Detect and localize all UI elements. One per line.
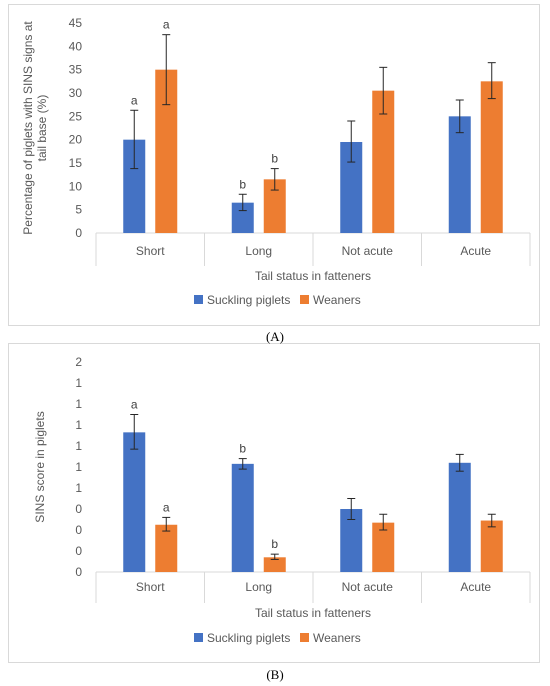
chart-a-ytick-label: 5	[75, 203, 82, 217]
chart-a-frame	[8, 4, 540, 326]
chart-a-bar-weaners	[155, 69, 178, 234]
chart-b-ytick-label: 1	[75, 439, 82, 453]
chart-b-bar-suckling	[448, 462, 471, 572]
chart-b-significance-letter: a	[131, 398, 138, 412]
chart-a-bar-suckling	[123, 139, 146, 233]
chart-a-ytick-label: 20	[69, 133, 83, 147]
chart-b-category-label: Not acute	[342, 580, 394, 594]
chart-a-y-axis-title: tail base (%)	[35, 95, 49, 162]
chart-b-bar-suckling	[231, 463, 254, 572]
chart-a-category-label: Long	[245, 244, 272, 258]
chart-b-bar-weaners	[372, 522, 395, 572]
chart-b-legend-label: Weaners	[313, 631, 361, 645]
chart-a-ytick-label: 10	[69, 179, 83, 193]
chart-a-legend-label: Weaners	[313, 293, 361, 307]
chart-b-ytick-label: 1	[75, 481, 82, 495]
chart-b-legend-swatch-suckling	[194, 633, 203, 642]
chart-a-y-axis-title: Percentage of piglets with SINS signs at	[21, 21, 35, 235]
chart-b-ytick-label: 1	[75, 376, 82, 390]
chart-a-x-axis-title: Tail status in fatteners	[255, 269, 371, 283]
chart-a-category-label: Short	[136, 244, 165, 258]
chart-b-ytick-label: 1	[75, 397, 82, 411]
chart-a-legend-label: Suckling piglets	[207, 293, 290, 307]
chart-a-ytick-label: 35	[69, 63, 83, 77]
chart-a-bar-weaners	[263, 179, 286, 233]
chart-a-bar-weaners	[480, 81, 503, 233]
chart-a-category-label: Not acute	[342, 244, 394, 258]
chart-b-bar-suckling	[340, 509, 363, 572]
chart-a-category-label: Acute	[460, 244, 491, 258]
chart-a-bar-weaners	[372, 90, 395, 234]
chart-a-ytick-label: 25	[69, 109, 83, 123]
chart-a-bar-suckling	[448, 116, 471, 233]
chart-b-category-label: Long	[245, 580, 272, 594]
chart-b-bar-suckling	[123, 432, 146, 572]
chart-a-ytick-label: 30	[69, 86, 83, 100]
chart-a-legend-swatch-weaners	[300, 295, 309, 304]
chart-b-legend-label: Suckling piglets	[207, 631, 290, 645]
chart-a-ytick-label: 45	[69, 16, 83, 30]
chart-b-ytick-label: 0	[75, 523, 82, 537]
chart-b-ytick-label: 0	[75, 544, 82, 558]
chart-a-bar-suckling	[340, 142, 363, 233]
chart-b-frame	[8, 343, 540, 663]
panel-label-b: (B)	[266, 667, 284, 682]
chart-a-significance-letter: a	[131, 93, 138, 107]
chart-b-x-axis-title: Tail status in fatteners	[255, 606, 371, 620]
chart-a-significance-letter: a	[163, 18, 170, 32]
chart-b-y-axis-title: SINS score in piglets	[33, 411, 47, 522]
chart-a-ytick-label: 15	[69, 156, 83, 170]
chart-b-ytick-label: 2	[75, 355, 82, 369]
chart-b-significance-letter: b	[239, 442, 246, 456]
panel-label-a: (A)	[265, 329, 285, 344]
chart-b-bar-weaners	[263, 557, 286, 572]
chart-b-bar-weaners	[155, 524, 178, 572]
chart-a-significance-letter: b	[239, 177, 246, 191]
chart-b-legend-swatch-weaners	[300, 633, 309, 642]
chart-b-significance-letter: b	[271, 537, 278, 551]
chart-b-category-label: Short	[136, 580, 165, 594]
chart-a-legend-swatch-suckling	[194, 295, 203, 304]
chart-b-ytick-label: 0	[75, 565, 82, 579]
chart-b-ytick-label: 1	[75, 460, 82, 474]
chart-b-category-label: Acute	[460, 580, 491, 594]
chart-b-ytick-label: 0	[75, 502, 82, 516]
chart-a-bar-suckling	[231, 202, 254, 233]
chart-b-bar-weaners	[480, 520, 503, 572]
chart-a-significance-letter: b	[271, 152, 278, 166]
chart-a-ytick-label: 0	[75, 226, 82, 240]
chart-a-ytick-label: 40	[69, 39, 83, 53]
chart-b-significance-letter: a	[163, 500, 170, 514]
chart-b-ytick-label: 1	[75, 418, 82, 432]
